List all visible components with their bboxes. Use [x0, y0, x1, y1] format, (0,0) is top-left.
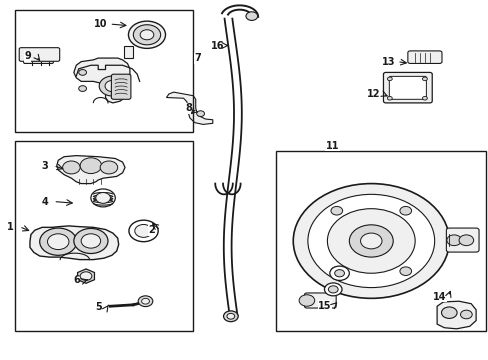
FancyBboxPatch shape [446, 228, 478, 252]
Circle shape [348, 225, 392, 257]
Text: 12: 12 [366, 89, 380, 99]
Circle shape [307, 194, 434, 288]
Circle shape [138, 296, 153, 307]
FancyBboxPatch shape [19, 48, 60, 61]
Circle shape [360, 233, 381, 249]
Text: 15: 15 [318, 301, 331, 311]
Text: 5: 5 [95, 302, 102, 312]
Text: 1: 1 [7, 222, 14, 231]
Circle shape [142, 298, 149, 304]
Circle shape [329, 266, 348, 280]
Circle shape [299, 295, 314, 306]
Circle shape [79, 69, 86, 75]
Circle shape [80, 272, 92, 280]
FancyBboxPatch shape [388, 76, 426, 99]
Circle shape [80, 158, 102, 174]
FancyBboxPatch shape [111, 74, 131, 99]
Text: 7: 7 [194, 53, 201, 63]
Circle shape [422, 77, 427, 81]
Text: 8: 8 [184, 103, 191, 113]
Circle shape [226, 314, 234, 319]
Polygon shape [74, 58, 130, 103]
Circle shape [328, 286, 337, 293]
Polygon shape [57, 156, 125, 184]
Circle shape [324, 283, 341, 296]
Circle shape [99, 76, 126, 96]
Circle shape [81, 234, 101, 248]
Polygon shape [436, 301, 475, 329]
FancyBboxPatch shape [23, 53, 53, 63]
FancyBboxPatch shape [304, 293, 335, 308]
Circle shape [446, 235, 461, 246]
Circle shape [327, 209, 414, 273]
Circle shape [62, 161, 80, 174]
Circle shape [47, 234, 69, 249]
Circle shape [293, 184, 448, 298]
FancyBboxPatch shape [407, 51, 441, 63]
Circle shape [133, 25, 160, 45]
Circle shape [334, 270, 344, 277]
Circle shape [100, 161, 118, 174]
FancyBboxPatch shape [383, 72, 431, 103]
Circle shape [399, 206, 411, 215]
Polygon shape [166, 92, 212, 125]
Circle shape [422, 96, 427, 100]
Circle shape [140, 30, 154, 40]
Text: 16: 16 [210, 41, 224, 50]
Circle shape [399, 267, 411, 275]
Circle shape [74, 228, 108, 253]
Circle shape [128, 21, 165, 48]
Bar [123, 45, 133, 58]
Circle shape [223, 311, 238, 321]
Circle shape [386, 77, 391, 81]
Circle shape [135, 225, 152, 237]
Circle shape [40, 228, 77, 255]
Circle shape [441, 307, 456, 319]
Text: 14: 14 [432, 292, 446, 302]
Text: 10: 10 [94, 19, 107, 29]
Bar [15, 140, 193, 330]
Text: 6: 6 [73, 275, 80, 285]
Circle shape [460, 310, 471, 319]
Circle shape [196, 111, 204, 117]
Polygon shape [78, 269, 94, 283]
Text: 11: 11 [325, 141, 338, 151]
Circle shape [458, 235, 473, 246]
Text: 3: 3 [41, 161, 48, 171]
Circle shape [105, 80, 121, 92]
Bar [276, 151, 485, 330]
Circle shape [245, 12, 257, 21]
Polygon shape [30, 226, 119, 260]
Circle shape [96, 193, 110, 203]
Circle shape [79, 86, 86, 91]
Text: 9: 9 [24, 51, 31, 61]
Text: 4: 4 [41, 197, 48, 207]
Circle shape [330, 206, 342, 215]
Text: 13: 13 [381, 57, 394, 67]
Circle shape [386, 96, 391, 100]
Circle shape [330, 267, 342, 275]
Text: 2: 2 [148, 225, 155, 235]
Bar [15, 10, 193, 132]
